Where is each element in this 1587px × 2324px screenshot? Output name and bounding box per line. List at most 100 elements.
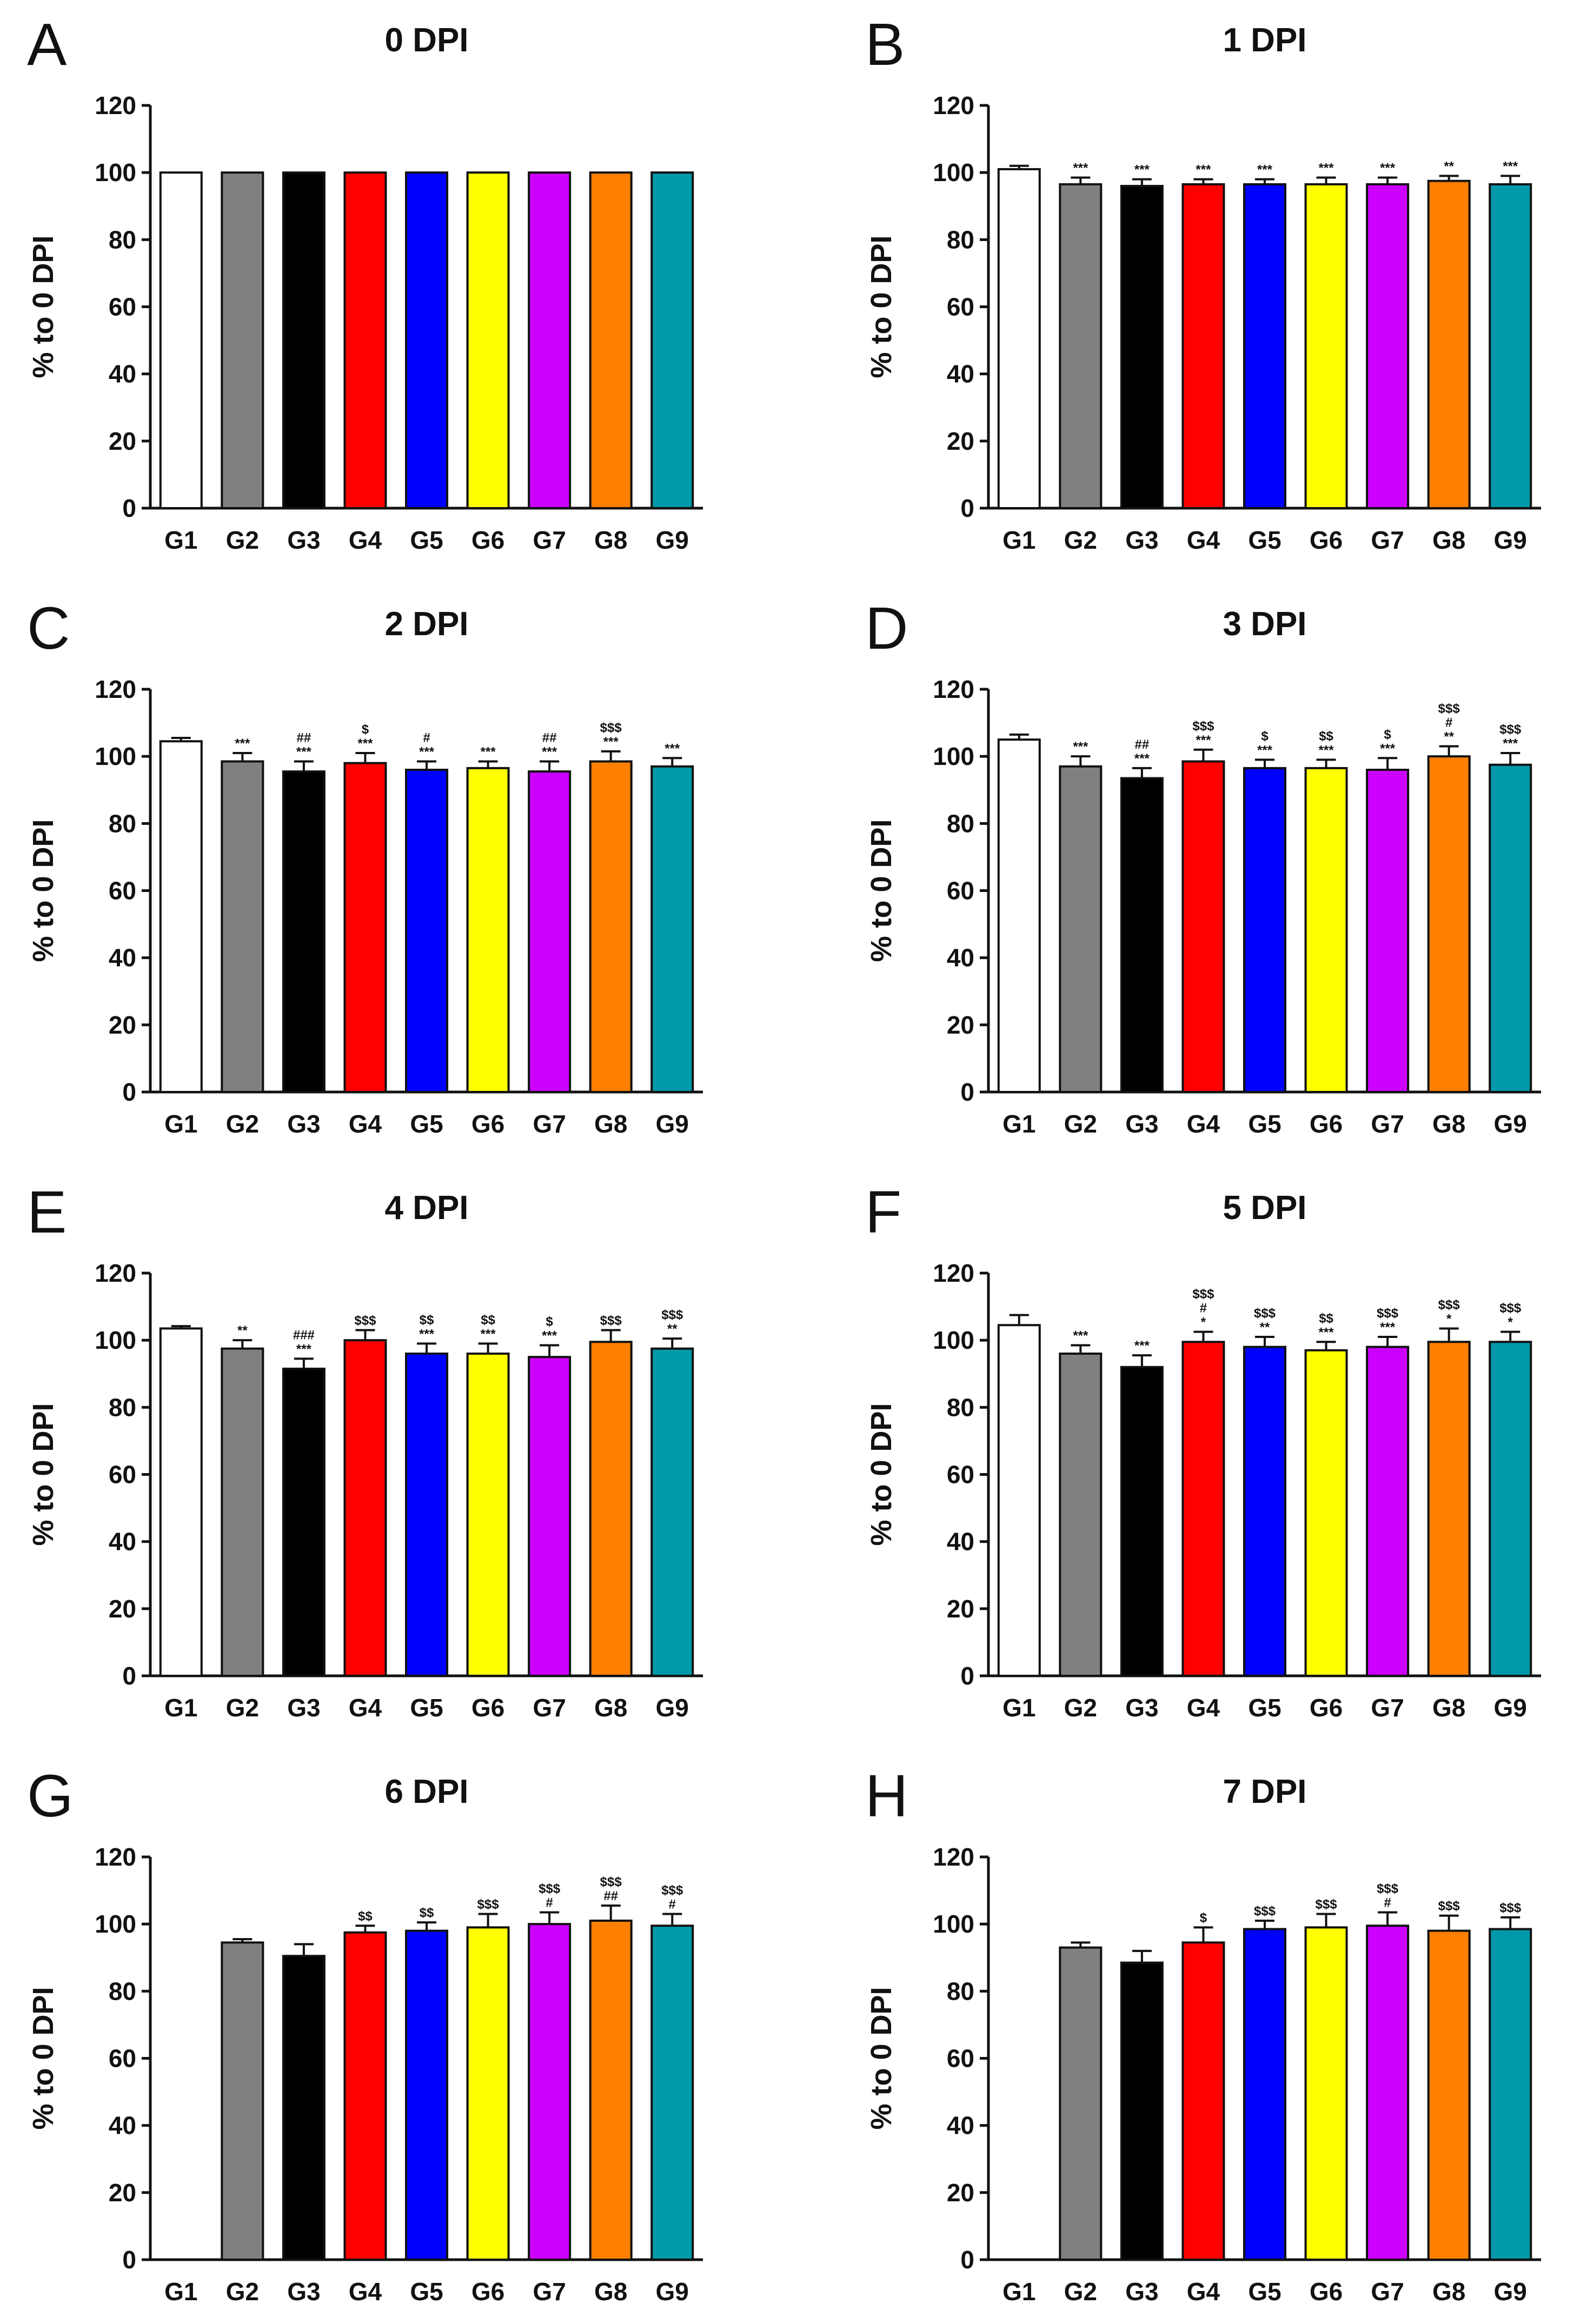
panel-d-x-tick-label: G5 xyxy=(1248,1110,1281,1138)
panel-g-significance-label: # xyxy=(546,1895,553,1910)
panel-a-x-tick-label: G1 xyxy=(164,526,197,554)
panel-c-significance-label: *** xyxy=(357,736,373,751)
panel-f-bar-g6 xyxy=(1304,1349,1348,1677)
panel-a-y-tick-label: 120 xyxy=(95,91,136,119)
panel-b-y-tick-label: 120 xyxy=(933,91,974,119)
panel-h-x-tick-label: G6 xyxy=(1310,2278,1343,2306)
panel-d-significance-label: *** xyxy=(1134,751,1150,766)
panel-d-bar-g8 xyxy=(1427,755,1471,1093)
panel-d-bar-g3 xyxy=(1120,777,1164,1094)
panel-a-x-tick-label: G3 xyxy=(287,526,320,554)
panel-f-bar-g9 xyxy=(1489,1341,1532,1677)
panel-g-bar-g5 xyxy=(405,1929,448,2261)
panel-b-significance-label: *** xyxy=(1257,163,1273,177)
panel-f-significance-label: $$$ xyxy=(1254,1306,1276,1321)
panel-d-significance-label: ## xyxy=(1135,737,1150,752)
panel-e-significance-label: *** xyxy=(419,1327,435,1341)
panel-f-x-tick-label: G2 xyxy=(1064,1694,1097,1722)
panel-h-y-tick-label: 80 xyxy=(947,1977,974,2005)
panel-b-bar-g7 xyxy=(1366,183,1410,510)
panel-e-y-tick-label: 120 xyxy=(95,1259,136,1287)
panel-e-bar-g1 xyxy=(159,1327,203,1677)
panel-b-significance-label: ** xyxy=(1444,159,1454,174)
panel-f-significance-label: *** xyxy=(1073,1328,1088,1343)
panel-g-x-tick-label: G2 xyxy=(226,2278,259,2306)
panel-d-y-tick-label: 100 xyxy=(933,742,974,770)
panel-e-significance-label: ** xyxy=(667,1322,678,1336)
panel-c-bar-g3 xyxy=(282,770,326,1093)
panel-a-x-tick-label: G2 xyxy=(226,526,259,554)
panel-a-y-axis-label: % to 0 DPI xyxy=(27,235,59,378)
panel-e-bar-g7 xyxy=(528,1356,572,1677)
panel-h-x-tick-label: G3 xyxy=(1125,2278,1158,2306)
panel-g-x-tick-label: G9 xyxy=(656,2278,689,2306)
panel-g-significance-label: $$$ xyxy=(600,1875,622,1889)
panel-d-y-tick-label: 80 xyxy=(947,809,974,837)
panel-a-y-tick-label: 80 xyxy=(109,225,136,254)
panel-h-x-tick-label: G9 xyxy=(1494,2278,1527,2306)
panel-f-y-tick-label: 100 xyxy=(933,1326,974,1354)
panel-e-significance-label: ** xyxy=(237,1323,248,1338)
panel-b-significance-label: *** xyxy=(1134,163,1150,177)
panel-a-y-tick-label: 100 xyxy=(95,158,136,187)
panel-h-y-axis-label: % to 0 DPI xyxy=(865,1987,898,2129)
panel-f-x-tick-label: G7 xyxy=(1371,1694,1404,1722)
panel-h-y-tick-label: 40 xyxy=(947,2112,974,2140)
panel-d-significance-label: $ xyxy=(1261,729,1269,743)
panel-b-x-tick-label: G9 xyxy=(1494,526,1527,554)
panel-a-x-tick-label: G7 xyxy=(533,526,566,554)
panel-d-significance-label: *** xyxy=(1319,743,1334,757)
panel-g-y-tick-label: 60 xyxy=(109,2045,136,2073)
panel-f-significance-label: *** xyxy=(1319,1325,1334,1340)
panel-g-x-tick-label: G6 xyxy=(472,2278,504,2306)
panel-e-bar-g9 xyxy=(650,1347,694,1677)
panel-h-significance-label: # xyxy=(1384,1895,1391,1910)
panel-a-title: 0 DPI xyxy=(384,22,468,59)
panel-d-x-tick-label: G6 xyxy=(1310,1110,1343,1138)
panel-h-significance-label: $$$ xyxy=(1316,1897,1338,1912)
panel-d-y-axis-label: % to 0 DPI xyxy=(865,819,898,962)
panel-f-significance-label: $$$ xyxy=(1438,1297,1460,1312)
panel-b-significance-label: *** xyxy=(1073,161,1088,175)
panel-f-x-tick-label: G8 xyxy=(1432,1694,1465,1722)
panel-h-significance-label: $$$ xyxy=(1254,1904,1276,1919)
panel-f-bar-g8 xyxy=(1427,1341,1471,1677)
panel-b-significance-label: *** xyxy=(1380,161,1396,175)
panel-f-bar-g4 xyxy=(1181,1341,1225,1677)
panel-e-x-tick-label: G2 xyxy=(226,1694,259,1722)
panel-h-x-tick-label: G5 xyxy=(1248,2278,1281,2306)
panel-c-bar-g7 xyxy=(528,770,572,1093)
panel-f-x-tick-label: G3 xyxy=(1125,1694,1158,1722)
panel-g-bar-g2 xyxy=(221,1941,264,2261)
panel-c-bar-g5 xyxy=(405,769,448,1093)
panel-h-bar-g2 xyxy=(1059,1946,1103,2261)
panel-h-x-tick-label: G7 xyxy=(1371,2278,1404,2306)
panel-f-bar-g3 xyxy=(1120,1366,1164,1677)
panel-c-y-tick-label: 20 xyxy=(109,1011,136,1039)
panel-d-significance-label: *** xyxy=(1503,736,1518,751)
panel-h-bar-g8 xyxy=(1427,1929,1471,2261)
panel-f-bar-g5 xyxy=(1243,1346,1286,1677)
panel-f-significance-label: * xyxy=(1508,1315,1513,1330)
panel-b-x-tick-label: G3 xyxy=(1125,526,1158,554)
panel-h-significance-label: $ xyxy=(1200,1910,1207,1925)
panel-h-x-tick-label: G8 xyxy=(1432,2278,1465,2306)
panel-e-significance-label: $$$ xyxy=(354,1314,376,1328)
panel-d-bar-g4 xyxy=(1181,760,1225,1093)
panel-h-bar-g5 xyxy=(1243,1928,1286,2261)
panel-a-bar-g1 xyxy=(159,171,203,509)
panel-c-x-tick-label: G7 xyxy=(533,1110,566,1138)
panel-h-significance-label: $$$ xyxy=(1377,1881,1399,1896)
panel-c-significance-label: *** xyxy=(481,744,496,759)
panel-e: E 4 DPI % to 0 DPI 0 20 40 60 80 100 120 G1 G2 ** G3 #… xyxy=(27,1179,703,1722)
panel-g-significance-label: $$$ xyxy=(477,1897,500,1912)
panel-b-x-tick-label: G1 xyxy=(1002,526,1035,554)
panel-c-y-tick-label: 80 xyxy=(109,809,136,837)
panel-d-x-tick-label: G3 xyxy=(1125,1110,1158,1138)
panel-c-significance-label: ## xyxy=(542,730,557,745)
panel-d-significance-label: *** xyxy=(1073,740,1088,754)
panel-h-significance-label: $$$ xyxy=(1499,1901,1522,1915)
panel-a-x-tick-label: G9 xyxy=(656,526,689,554)
panel-b-x-tick-label: G8 xyxy=(1432,526,1465,554)
panel-e-x-tick-label: G9 xyxy=(656,1694,689,1722)
